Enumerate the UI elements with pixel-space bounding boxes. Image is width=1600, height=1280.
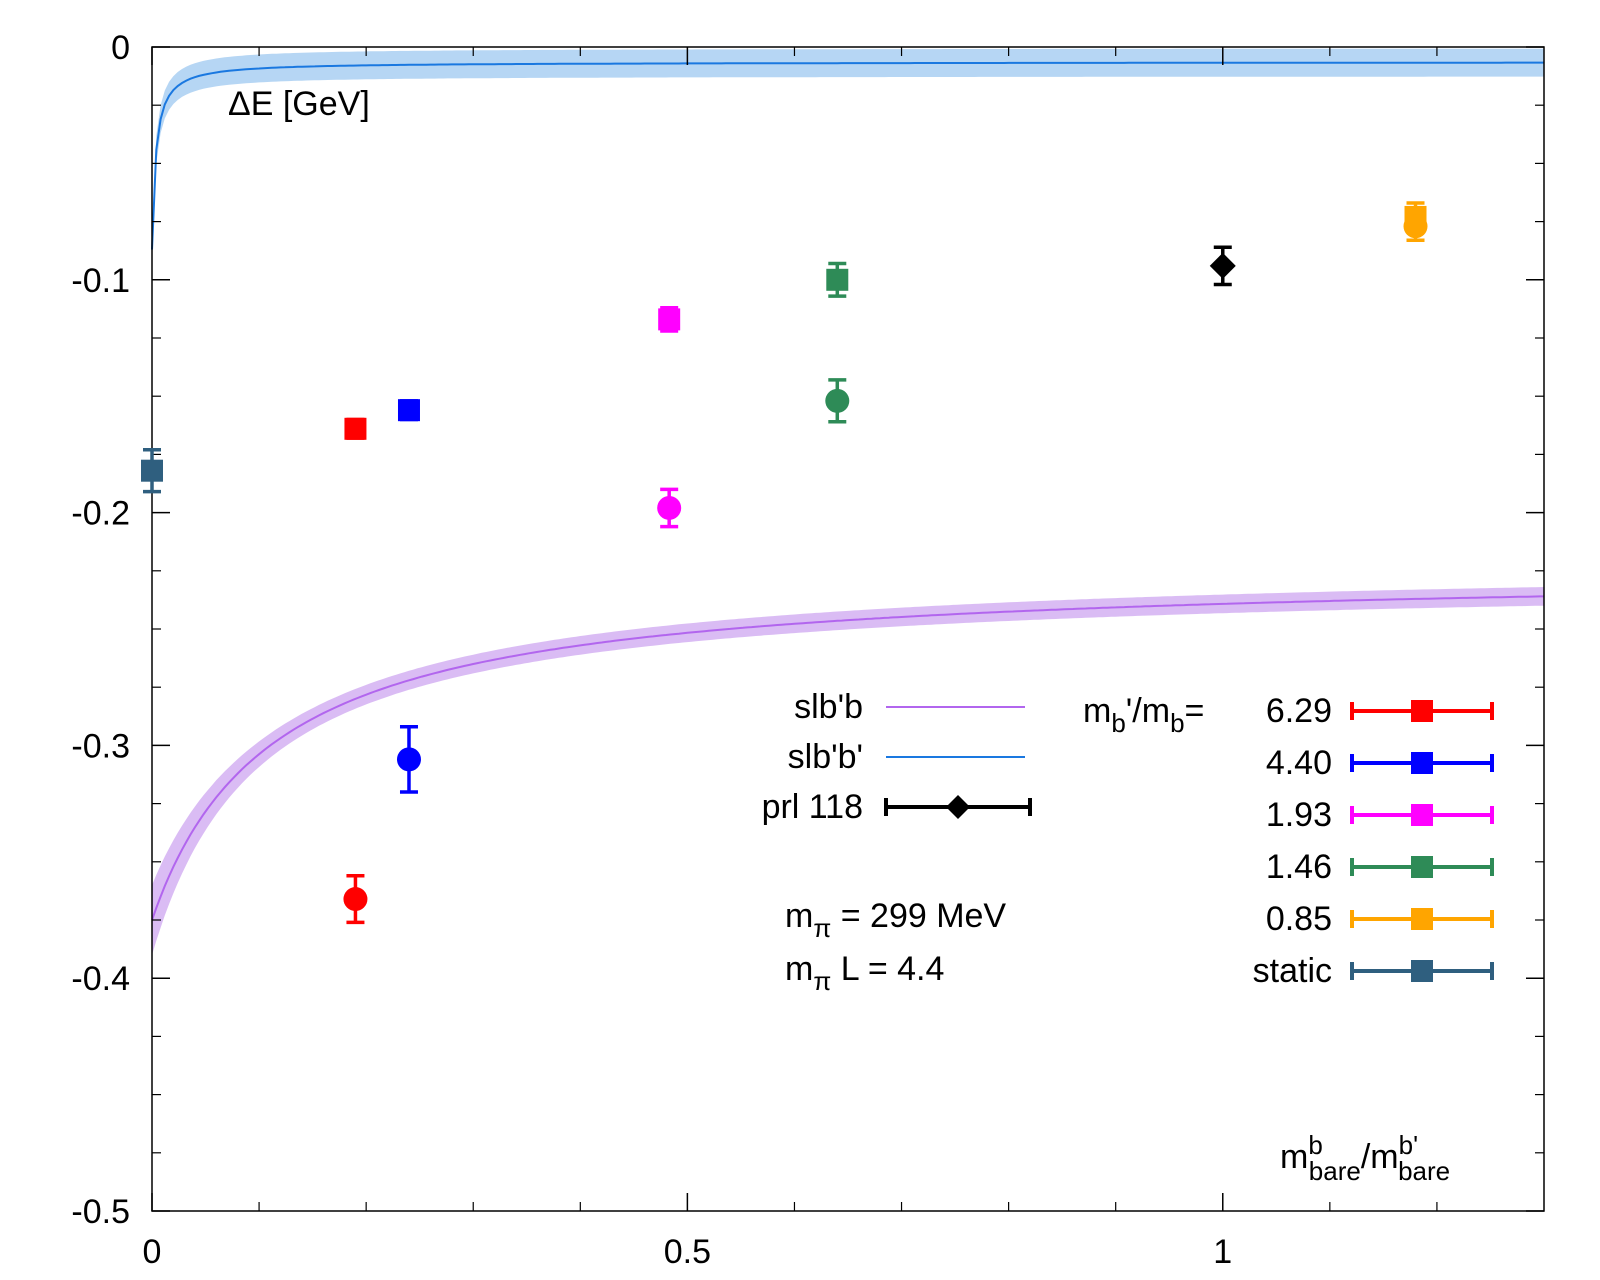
legend-fit-label: slb'b bbox=[794, 688, 863, 726]
legend-ratio-label: 1.46 bbox=[1266, 848, 1332, 886]
data-point-square bbox=[658, 308, 681, 331]
legend-ratio-square bbox=[1411, 908, 1433, 930]
x-tick-label: 1 bbox=[1213, 1233, 1232, 1271]
y-tick-label: -0.4 bbox=[71, 960, 130, 998]
data-point-square bbox=[344, 417, 367, 440]
data-point-square bbox=[397, 399, 420, 422]
legend-ratio-square bbox=[1411, 960, 1433, 982]
legend-ratio-square bbox=[1411, 804, 1433, 826]
legend-ratio-label: 0.85 bbox=[1266, 900, 1332, 938]
x-axis-label: mb bare/mb' bare bbox=[1280, 1130, 1450, 1186]
legend-prl-diamond bbox=[946, 795, 970, 819]
data-point-circle bbox=[343, 887, 368, 912]
legend-fit-label: prl 118 bbox=[762, 788, 863, 826]
legend-ratio-label: 6.29 bbox=[1266, 692, 1332, 730]
data-point-square bbox=[141, 459, 163, 482]
plot-frame bbox=[151, 46, 1545, 1212]
annotation-mpi: mπ = 299 MeV bbox=[785, 897, 1006, 943]
tick-labels: 0 0.5 1 0 -0.1 -0.2 -0.3 -0.4 -0.5 bbox=[71, 29, 1232, 1271]
y-tick-label: -0.5 bbox=[71, 1193, 130, 1231]
legend-fits: slb'b slb'b' prl 118 bbox=[762, 688, 1032, 826]
annotation-mpiL: mπ L = 4.4 bbox=[785, 950, 944, 996]
data-point-circle bbox=[396, 747, 421, 772]
fit-lines bbox=[151, 61, 1544, 921]
y-axis-label: ΔE [GeV] bbox=[228, 85, 370, 123]
fit-bands bbox=[152, 48, 1544, 955]
y-tick-label: -0.1 bbox=[71, 262, 130, 300]
legend-fit-label: slb'b' bbox=[788, 738, 863, 776]
x-tick-label: 0 bbox=[143, 1233, 162, 1271]
data-points bbox=[141, 201, 1428, 925]
data-point-square bbox=[826, 268, 849, 291]
legend-mass-ratio-header: mb'/mb= bbox=[1083, 692, 1204, 738]
legend-ratio-label: static bbox=[1253, 952, 1332, 990]
data-point-circle bbox=[1403, 214, 1428, 239]
reference-point-diamond bbox=[1209, 252, 1236, 279]
legend-mass-ratios: 6.29 4.40 1.93 1.46 0.85 static bbox=[1253, 692, 1494, 990]
legend-ratio-square bbox=[1411, 752, 1433, 774]
fit-line bbox=[151, 595, 1544, 921]
y-tick-label: 0 bbox=[111, 29, 130, 67]
y-tick-label: -0.3 bbox=[71, 727, 130, 765]
legend-ratio-label: 4.40 bbox=[1266, 744, 1332, 782]
legend-ratio-square bbox=[1411, 700, 1433, 722]
data-point-circle bbox=[657, 495, 682, 520]
data-point-circle bbox=[825, 388, 850, 413]
x-tick-label: 0.5 bbox=[664, 1233, 711, 1271]
fit-line bbox=[151, 61, 1544, 250]
legend-ratio-label: 1.93 bbox=[1266, 796, 1332, 834]
fit-band bbox=[152, 48, 1544, 264]
legend-ratio-square bbox=[1411, 856, 1433, 878]
y-tick-label: -0.2 bbox=[71, 495, 130, 533]
